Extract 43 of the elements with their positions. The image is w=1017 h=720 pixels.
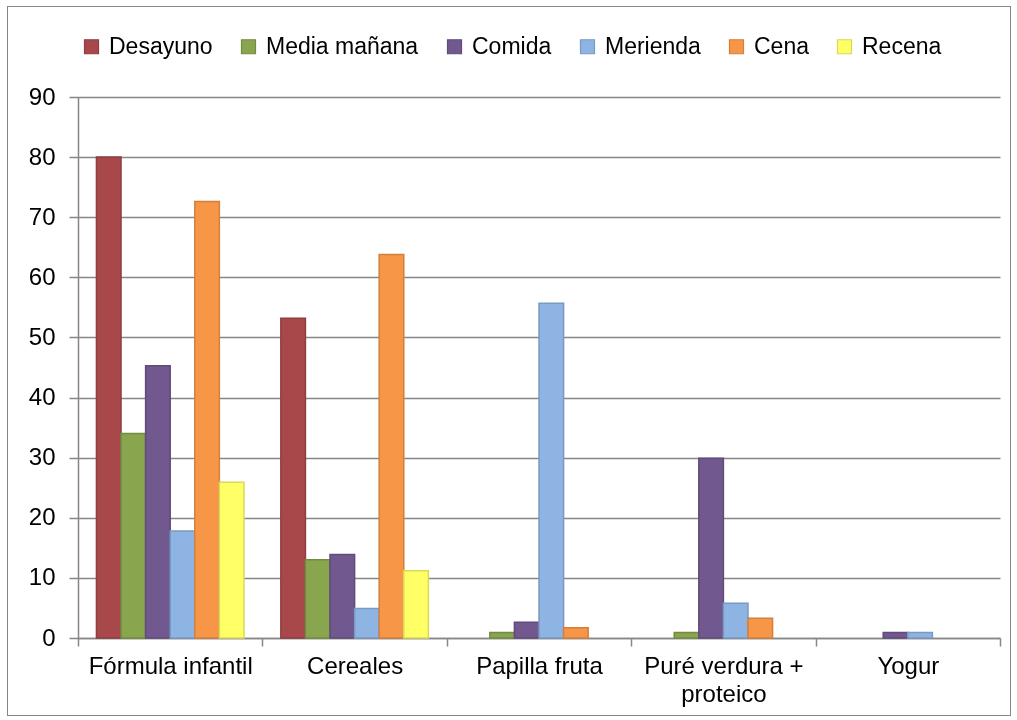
x-tick-label: Yogur [877, 651, 940, 679]
y-tick-label: 40 [28, 383, 56, 411]
bar [329, 553, 356, 639]
x-tick-label: Papilla fruta [476, 651, 604, 679]
bar [378, 253, 405, 639]
y-tick-label: 50 [28, 322, 56, 350]
bar [673, 631, 700, 639]
bar [353, 607, 380, 639]
y-tick-label: 0 [42, 623, 56, 651]
y-tick-label: 80 [28, 142, 56, 170]
bar [304, 559, 331, 639]
y-tick-label: 90 [28, 82, 56, 110]
x-tick-label: Puré verdura + proteico [644, 651, 804, 707]
y-tick-label: 10 [28, 563, 56, 591]
bar [280, 317, 307, 639]
legend-label: Cena [754, 32, 810, 59]
y-tick-label: 60 [28, 262, 56, 290]
x-tick-label: Cereales [307, 651, 404, 679]
y-tick-label: 20 [28, 503, 56, 531]
bar [698, 457, 725, 639]
legend-label: Recena [862, 32, 942, 59]
bar [218, 481, 245, 639]
bar [403, 569, 430, 639]
bar [722, 602, 749, 639]
bar [169, 530, 196, 639]
legend-label: Media mañana [266, 32, 419, 59]
bar [513, 621, 540, 639]
legend-label: Comida [472, 32, 552, 59]
y-tick-label: 30 [28, 443, 56, 471]
bar [747, 617, 774, 639]
legend-label: Desayuno [109, 32, 213, 59]
legend-label: Merienda [605, 32, 702, 59]
bar [194, 200, 221, 639]
bar [144, 364, 171, 639]
bar [489, 631, 516, 639]
bar [120, 432, 147, 639]
bar [907, 631, 934, 639]
bar [882, 631, 909, 639]
y-tick-label: 70 [28, 202, 56, 230]
bar [95, 156, 122, 639]
bar [562, 627, 589, 639]
x-tick-label: Fórmula infantil [88, 651, 253, 679]
bar [538, 302, 565, 639]
